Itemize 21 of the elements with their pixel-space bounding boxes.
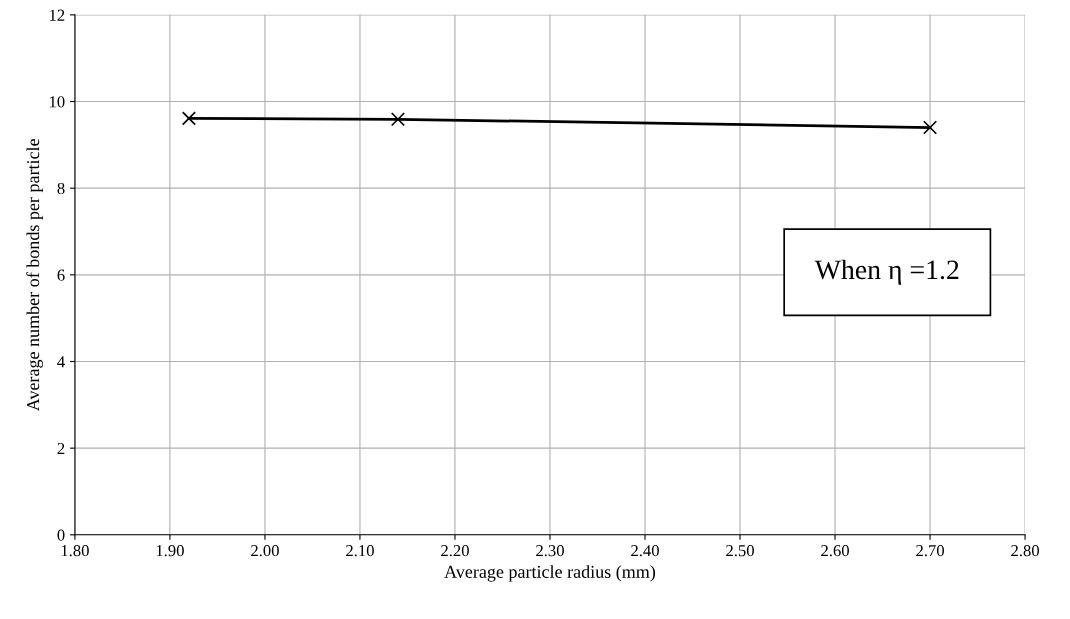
y-tick-label: 4 bbox=[57, 356, 65, 368]
x-tick-label: 2.40 bbox=[631, 545, 659, 557]
x-tick-label: 2.50 bbox=[726, 545, 754, 557]
y-tick-label: 12 bbox=[49, 9, 65, 21]
x-tick-label: 2.70 bbox=[916, 545, 944, 557]
annotation: When η =1.2 bbox=[814, 259, 959, 285]
y-axis-title: Average number of bonds per particle bbox=[26, 139, 43, 412]
x-tick-label: 2.80 bbox=[1011, 545, 1040, 557]
y-tick-label: 10 bbox=[49, 96, 65, 108]
x-tick-label: 2.60 bbox=[821, 545, 849, 557]
y-tick-label: 0 bbox=[57, 529, 65, 541]
x-tick-label: 2.20 bbox=[441, 545, 469, 557]
y-tick-label: 8 bbox=[57, 182, 65, 195]
x-tick-label: 2.00 bbox=[251, 545, 279, 557]
y-tick-label: 2 bbox=[57, 442, 65, 454]
x-axis-title: Average particle radius (mm) bbox=[444, 565, 656, 582]
x-tick-label: 1.90 bbox=[156, 545, 184, 557]
y-tick-label: 6 bbox=[57, 269, 65, 281]
x-tick-label: 1.80 bbox=[61, 545, 89, 557]
x-tick-label: 2.30 bbox=[536, 545, 564, 557]
x-tick-label: 2.10 bbox=[346, 545, 374, 557]
